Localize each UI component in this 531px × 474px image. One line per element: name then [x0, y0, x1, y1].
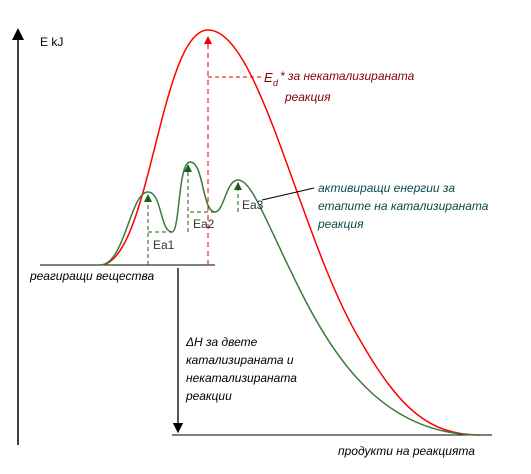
catalyzed-leader — [261, 187, 315, 201]
catalyzed-curve — [99, 161, 481, 436]
step-label: Ea3 — [242, 198, 264, 212]
uncatalyzed-label: E d * за некатализираната реакция — [264, 69, 415, 104]
step-label: Ea1 — [153, 238, 175, 252]
catalyzed-label: активиращи енергии за — [318, 181, 455, 195]
label-text: реакция — [284, 90, 331, 104]
delta-h-label: катализираната и — [186, 353, 294, 367]
delta-h-label: реакции — [185, 389, 232, 403]
step-label: Ea2 — [193, 217, 215, 231]
delta-h-label: ΔH за двете — [185, 335, 258, 349]
uncatalyzed-curve — [99, 29, 481, 436]
catalyzed-label: реакция — [317, 217, 364, 231]
axis-label: E kJ — [40, 35, 63, 49]
label-symbol: E — [264, 70, 273, 85]
label-subscript: d — [273, 78, 279, 88]
label-text: * за некатализираната — [280, 69, 415, 83]
reactants-label: реагиращи вещества — [29, 269, 154, 283]
delta-h-label: некатализираната — [186, 371, 297, 385]
catalyzed-label: етапите на катализираната — [318, 199, 489, 213]
products-label: продукти на реакцията — [338, 444, 475, 458]
